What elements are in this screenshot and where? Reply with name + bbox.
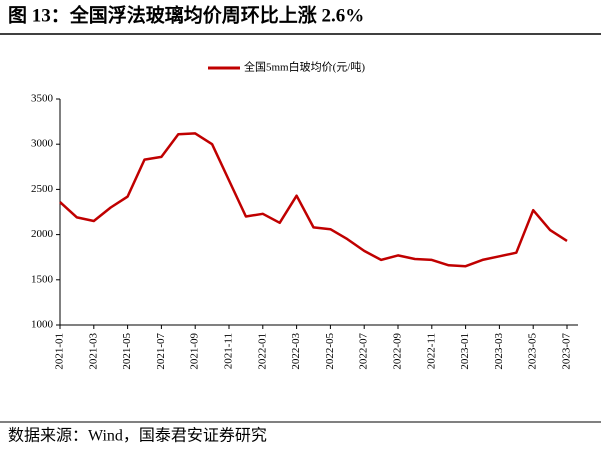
y-tick-label: 1500: [31, 273, 54, 285]
x-tick-label: 2021-11: [223, 333, 235, 369]
x-tick-label: 2023-03: [493, 333, 505, 370]
x-tick-label: 2023-01: [459, 333, 471, 370]
chart-title: 图 13：全国浮法玻璃均价周环比上涨 2.6%: [8, 3, 364, 26]
x-tick-label: 2022-07: [358, 333, 370, 370]
x-tick-label: 2021-09: [189, 333, 201, 370]
x-tick-label: 2021-07: [155, 333, 167, 370]
y-tick-label: 3000: [31, 138, 54, 150]
x-tick-label: 2023-05: [527, 333, 539, 370]
x-tick-label: 2022-03: [290, 333, 302, 370]
x-tick-label: 2021-05: [121, 333, 133, 370]
x-tick-label: 2022-05: [324, 333, 336, 370]
y-tick-label: 3500: [31, 93, 54, 105]
x-tick-label: 2022-01: [256, 333, 268, 370]
x-tick-label: 2021-01: [54, 333, 66, 370]
x-tick-label: 2022-09: [392, 333, 404, 370]
y-tick-label: 1000: [31, 319, 54, 331]
line-series: [59, 132, 568, 268]
legend-label: 全国5mm白玻均价(元/吨): [244, 60, 365, 74]
y-tick-label: 2500: [31, 183, 54, 195]
x-tick-label: 2021-03: [87, 333, 99, 370]
x-tick-label: 2023-07: [561, 333, 573, 370]
y-tick-label: 2000: [31, 228, 54, 240]
x-tick-label: 2022-11: [425, 333, 437, 369]
source: 数据来源：Wind，国泰君安证券研究: [8, 427, 267, 445]
